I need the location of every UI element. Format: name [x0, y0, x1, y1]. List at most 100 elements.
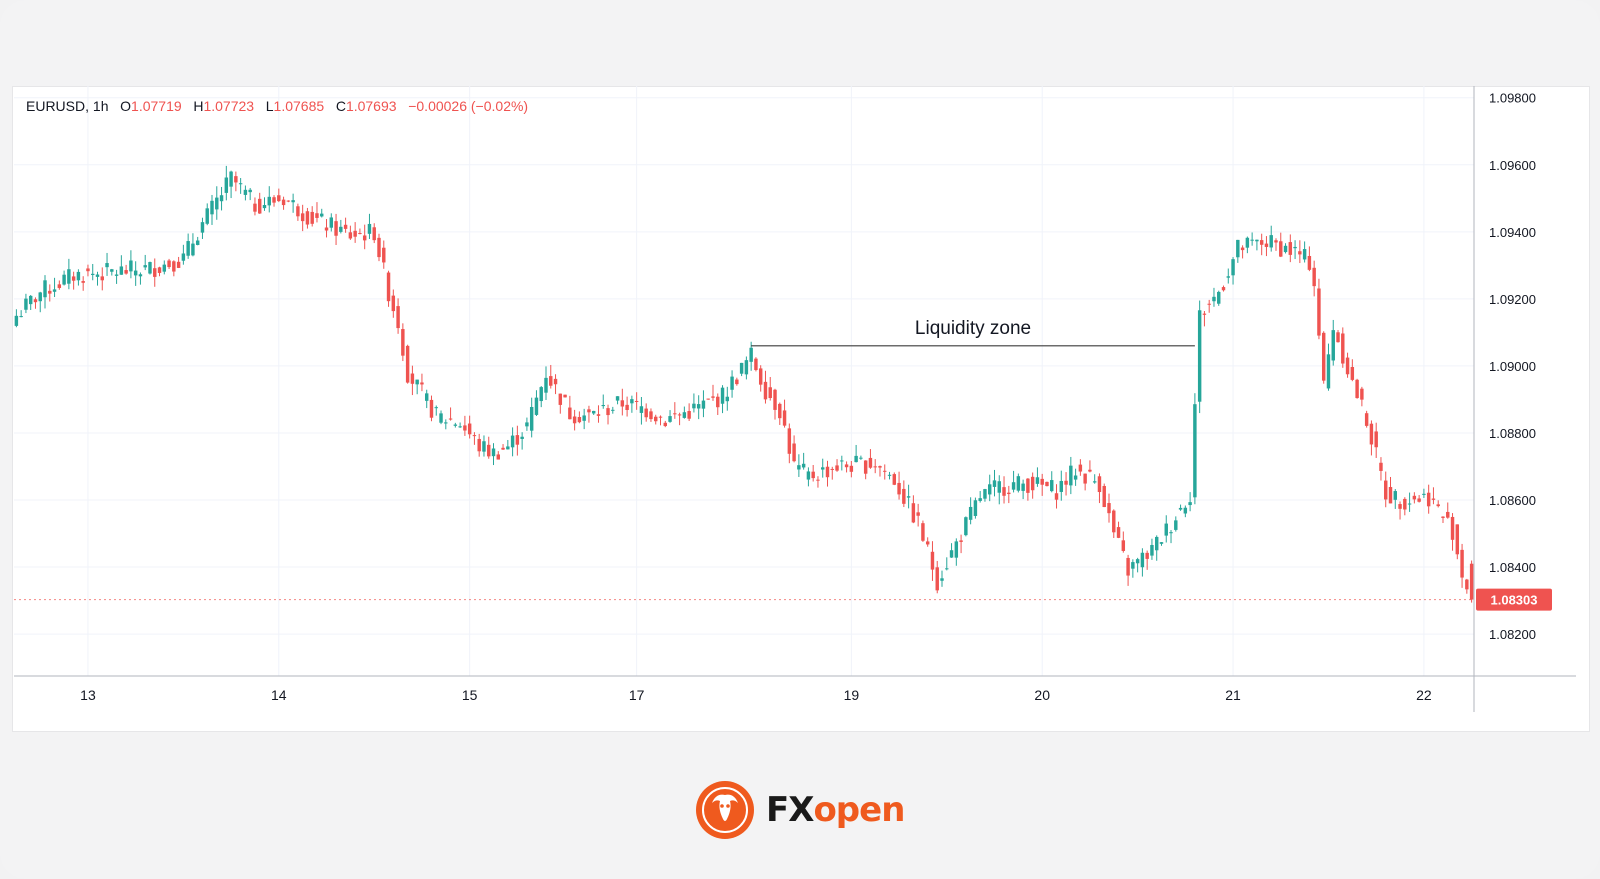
interval-label[interactable]: 1h	[92, 98, 109, 114]
candle-body	[415, 379, 419, 385]
candle-body	[682, 412, 687, 418]
candle-body	[811, 471, 815, 479]
candle-body	[224, 177, 229, 193]
candle-body	[1446, 511, 1450, 518]
candle-body	[1436, 504, 1440, 507]
candle-body	[1178, 507, 1183, 510]
candle-body	[582, 415, 586, 421]
candle-body	[339, 226, 343, 232]
candle-body	[200, 222, 205, 233]
candle-body	[935, 567, 939, 591]
candle-body	[1283, 245, 1288, 253]
candle-body	[353, 230, 357, 237]
candle-body	[744, 360, 749, 375]
time-tick-label: 20	[1034, 687, 1050, 703]
candle-body	[167, 260, 171, 268]
candle-body	[1097, 476, 1102, 493]
symbol-label[interactable]: EURUSD	[26, 98, 86, 114]
candle-body	[24, 298, 28, 310]
candle-body	[119, 266, 124, 275]
candle-body	[496, 454, 500, 460]
candle-body	[1226, 276, 1230, 278]
candle-body	[277, 195, 281, 202]
candle-body	[110, 269, 114, 272]
candle-body	[572, 416, 577, 424]
candle-body	[472, 435, 477, 437]
low-value: 1.07685	[273, 98, 325, 114]
candle-body	[630, 399, 634, 404]
brand-wordmark: FXopen	[766, 790, 905, 830]
candle-body	[1121, 540, 1126, 551]
last-price-badge	[1476, 588, 1552, 611]
candle-body	[453, 424, 458, 426]
time-tick-label: 14	[271, 687, 287, 703]
candle-body	[1450, 516, 1455, 540]
price-tick-label: 1.09000	[1489, 359, 1536, 374]
candle-body	[1398, 504, 1402, 509]
candle-body	[439, 413, 443, 423]
candle-body	[1145, 552, 1149, 559]
candle-body	[258, 198, 262, 214]
candle-body	[778, 403, 782, 419]
candle-body	[1379, 462, 1383, 471]
candle-body	[129, 260, 133, 272]
candle-body	[181, 253, 186, 261]
candle-body	[52, 289, 57, 292]
candle-body	[71, 276, 76, 281]
candle-body	[19, 316, 23, 318]
candle-body	[916, 512, 920, 516]
candle-body	[410, 373, 415, 384]
candle-body	[210, 200, 214, 215]
candle-body	[401, 329, 405, 356]
candle-body	[949, 550, 954, 558]
candle-body	[801, 463, 806, 468]
candle-body	[267, 196, 271, 206]
candle-body	[105, 263, 109, 268]
candle-body	[133, 270, 138, 276]
candle-body	[735, 379, 739, 385]
candle-body	[100, 276, 104, 281]
time-tick-label: 15	[462, 687, 478, 703]
candle-body	[563, 394, 567, 398]
candle-body	[797, 465, 801, 470]
candle-body	[76, 271, 81, 281]
candle-body	[1364, 413, 1369, 426]
candle-body	[320, 213, 324, 217]
candle-body	[62, 274, 66, 285]
candle-body	[863, 460, 868, 474]
candle-body	[534, 397, 539, 415]
candle-body	[906, 496, 911, 498]
candle-body	[1174, 520, 1178, 530]
candle-body	[310, 211, 314, 224]
candle-body	[821, 467, 825, 470]
candle-body	[186, 241, 190, 256]
candle-body	[763, 381, 768, 400]
candle-body	[386, 272, 391, 302]
candle-body	[1355, 379, 1359, 399]
candle-body	[358, 233, 362, 235]
candle-body	[248, 189, 252, 193]
candle-body	[1207, 303, 1211, 305]
candle-body	[639, 406, 644, 413]
candle-body	[1059, 480, 1064, 492]
candle-body	[491, 448, 496, 457]
candle-body	[28, 295, 33, 305]
candle-body	[1164, 523, 1168, 536]
candle-body	[1384, 480, 1388, 500]
candle-body	[1050, 480, 1054, 492]
candle-body	[372, 227, 376, 241]
candle-body	[644, 408, 648, 418]
candle-body	[1455, 524, 1460, 555]
candle-body	[892, 474, 897, 485]
candle-body	[806, 471, 811, 480]
candle-body	[1126, 557, 1130, 576]
candle-body	[577, 416, 582, 423]
candle-body	[1441, 516, 1445, 518]
candle-body	[1112, 510, 1116, 533]
candle-body	[1169, 532, 1173, 534]
fxopen-logo: FXopen	[694, 777, 905, 843]
candle-body	[362, 235, 367, 241]
candle-body	[1369, 423, 1374, 445]
